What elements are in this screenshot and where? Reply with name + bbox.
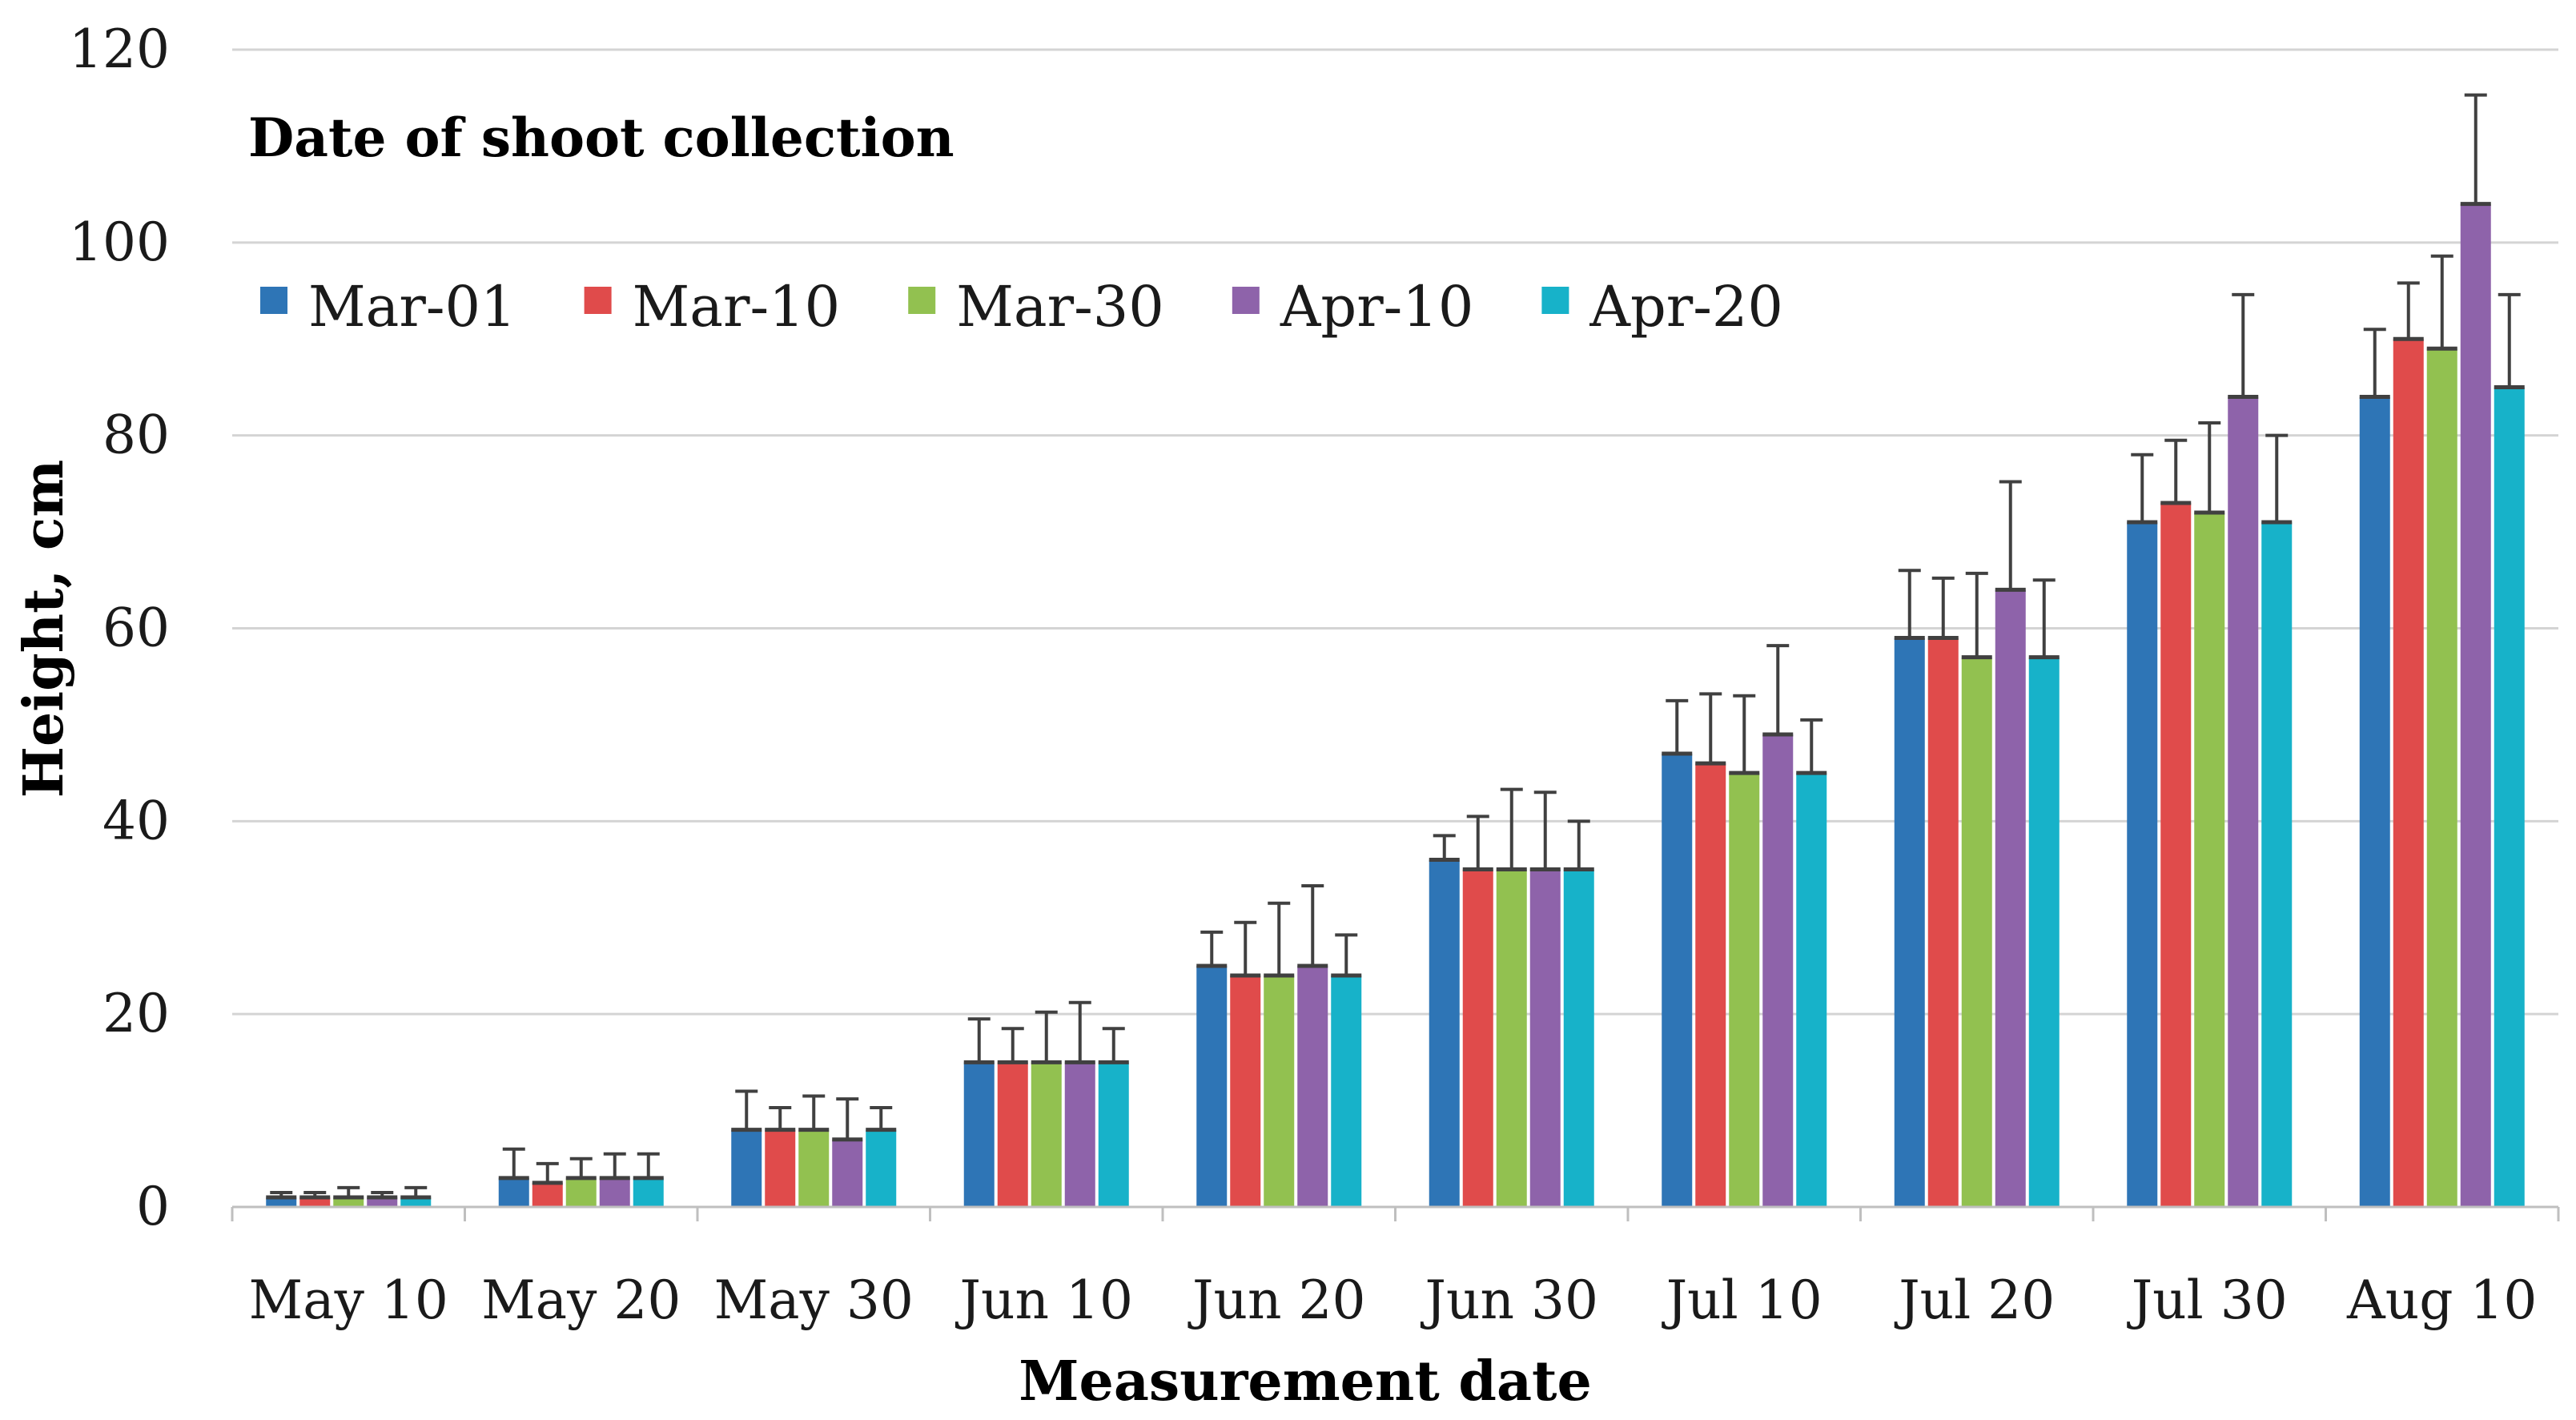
bar-mar-10	[765, 1129, 796, 1207]
bar-apr-10	[2228, 396, 2259, 1207]
bar-apr-20	[2028, 657, 2060, 1207]
y-tick-label: 100	[69, 211, 170, 273]
y-tick-label: 60	[102, 597, 170, 659]
bar-mar-30	[1961, 657, 1992, 1207]
bar-mar-10	[1230, 975, 1261, 1207]
x-axis-title: Measurement date	[1019, 1350, 1591, 1414]
bar-mar-30	[1264, 975, 1295, 1207]
bar-apr-20	[400, 1197, 432, 1207]
legend-swatch	[1541, 287, 1569, 314]
x-tick-label: May 30	[714, 1269, 914, 1331]
bar-mar-10	[1462, 869, 1493, 1207]
bar-mar-10	[532, 1182, 563, 1207]
x-tick-label: Aug 10	[2346, 1269, 2537, 1331]
bar-apr-20	[1796, 773, 1827, 1207]
x-axis: May 10 May 20 May 30 Jun 10 Jun 20 Jun 30 Jul …	[231, 1205, 2560, 1331]
legend-swatch	[1232, 287, 1260, 314]
bar-mar-10	[997, 1062, 1028, 1207]
x-tick-label: May 10	[249, 1269, 448, 1331]
bar-apr-10	[1064, 1062, 1095, 1207]
bar-mar-10	[1927, 638, 1959, 1207]
bar-mar-10	[1695, 763, 1726, 1207]
x-tick-label: Jul 10	[1662, 1269, 1822, 1331]
y-tick-label: 120	[69, 18, 170, 80]
legend: Date of shoot collection Mar-01 Mar-10 Mar…	[248, 107, 1783, 340]
legend-label: Apr-10	[1280, 274, 1474, 340]
bar-apr-10	[1762, 734, 1794, 1207]
bar-apr-20	[633, 1177, 664, 1207]
bar-mar-30	[1496, 869, 1527, 1207]
bar-apr-10	[599, 1177, 630, 1207]
y-axis-title: Height, cm	[12, 460, 76, 798]
bar-apr-20	[1563, 869, 1594, 1207]
bar-mar-30	[2426, 348, 2457, 1208]
legend-title: Date of shoot collection	[248, 107, 954, 169]
bar-mar-30	[798, 1129, 830, 1207]
bars	[266, 93, 2525, 1208]
bar-mar-01	[2359, 396, 2390, 1207]
bar-apr-10	[832, 1139, 863, 1207]
bar-mar-30	[333, 1197, 364, 1207]
bar-mar-01	[2127, 522, 2158, 1207]
bar-mar-10	[299, 1197, 331, 1207]
legend-label: Mar-30	[956, 274, 1164, 340]
bar-apr-20	[2261, 522, 2293, 1207]
x-tick-label: May 20	[481, 1269, 681, 1331]
y-tick-label: 80	[102, 404, 170, 466]
y-axis-ticks: 0 20 40 60 80 100 120	[69, 18, 170, 1237]
bar-apr-10	[367, 1197, 398, 1207]
legend-label: Mar-01	[308, 274, 516, 340]
bar-mar-01	[731, 1129, 762, 1207]
bar-apr-20	[1331, 975, 1362, 1207]
x-tick-label: Jul 20	[1894, 1269, 2055, 1331]
bar-apr-10	[2460, 203, 2491, 1208]
bar-mar-01	[1662, 754, 1693, 1207]
bar-apr-20	[866, 1129, 897, 1207]
bar-mar-30	[565, 1177, 597, 1207]
bar-mar-01	[498, 1177, 529, 1207]
bar-apr-10	[1995, 589, 2026, 1207]
y-tick-label: 40	[102, 790, 170, 851]
bar-mar-01	[1429, 859, 1460, 1207]
legend-label: Mar-10	[633, 274, 841, 340]
y-tick-label: 0	[136, 1176, 170, 1237]
bar-mar-01	[266, 1197, 297, 1207]
bar-mar-30	[1031, 1062, 1062, 1207]
bar-mar-30	[2194, 513, 2225, 1207]
bar-apr-20	[2494, 387, 2525, 1207]
legend-swatch	[260, 287, 287, 314]
x-tick-label: Jun 30	[1421, 1269, 1598, 1331]
legend-swatch	[908, 287, 936, 314]
bar-mar-10	[2393, 339, 2424, 1207]
bar-mar-01	[1894, 638, 1925, 1207]
bar-mar-10	[2160, 502, 2192, 1207]
x-tick-label: Jun 10	[955, 1269, 1133, 1331]
legend-label: Apr-20	[1589, 274, 1783, 340]
bar-apr-10	[1529, 869, 1561, 1207]
bar-apr-10	[1297, 965, 1328, 1207]
bar-mar-30	[1729, 773, 1760, 1207]
y-tick-label: 20	[102, 983, 170, 1044]
legend-swatch	[584, 287, 612, 314]
bar-mar-01	[1196, 965, 1228, 1207]
x-tick-label: Jul 30	[2127, 1269, 2288, 1331]
bar-apr-20	[1098, 1062, 1129, 1207]
x-tick-label: Jun 20	[1188, 1269, 1365, 1331]
bar-mar-01	[963, 1062, 995, 1207]
